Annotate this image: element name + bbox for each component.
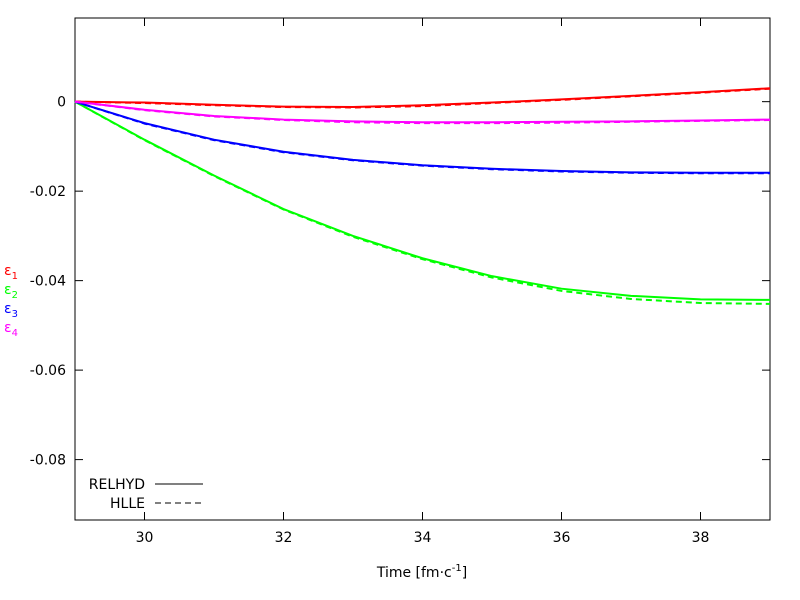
svg-text:Time [fm·c-1]: Time [fm·c-1]: [376, 563, 467, 581]
legend-label: HLLE: [110, 496, 145, 512]
x-axis-title-main: Time [fm·c: [376, 565, 452, 581]
y-tick-label: -0.02: [30, 184, 66, 200]
y-axis-title-entry: ε4: [4, 320, 18, 339]
x-axis-title-close: ]: [462, 565, 467, 581]
series-line-hlle: [74, 100, 771, 305]
y-tick-label: 0: [57, 95, 66, 111]
series-line-hlle: [74, 100, 770, 175]
y-tick-label: -0.08: [30, 453, 66, 469]
y-axis-title-entry: ε3: [4, 301, 18, 320]
x-axis-title-sup: -1: [452, 563, 462, 574]
x-tick-label: 32: [275, 530, 293, 546]
x-tick-label: 36: [553, 530, 571, 546]
y-tick-label: -0.04: [30, 274, 66, 290]
y-tick-label: -0.06: [30, 363, 66, 379]
x-axis-title: Time [fm·c-1]: [376, 563, 467, 581]
series-group: [74, 87, 771, 305]
ticks: 30 32 34 36 38 0 -0.02 -0.04 -0.06 -0.08: [30, 18, 770, 546]
x-tick-label: 30: [136, 530, 154, 546]
series-line-hlle: [74, 87, 771, 109]
legend-label: RELHYD: [89, 477, 145, 493]
series-line-hlle: [74, 100, 771, 125]
x-tick-label: 34: [414, 530, 432, 546]
x-tick-label: 38: [692, 530, 710, 546]
y-axis-title-entry: ε2: [4, 282, 18, 301]
y-axis-title-entry: ε1: [4, 263, 18, 282]
legend: RELHYD HLLE: [89, 477, 203, 512]
